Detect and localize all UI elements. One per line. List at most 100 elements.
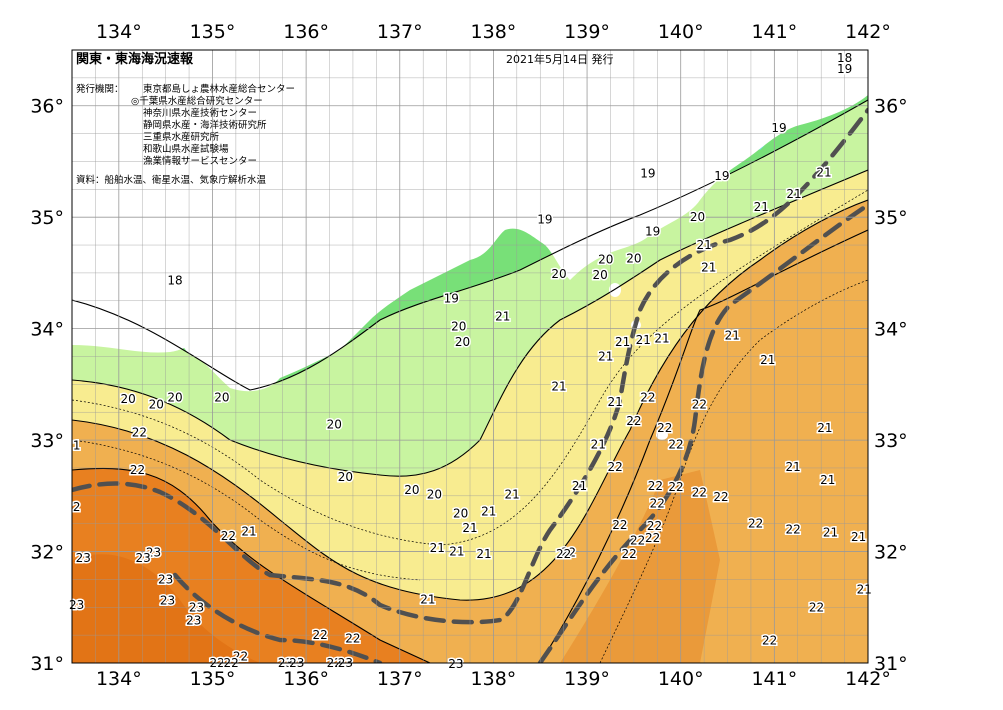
- isotherm-label-21: 21: [817, 421, 832, 435]
- kuroshio-axis: [72, 107, 868, 663]
- lon-label-top: 142°: [845, 21, 891, 43]
- isotherm-label-20: 20: [404, 483, 419, 497]
- issuer-1: 東京都島しょ農林水産総合センター: [143, 83, 295, 95]
- isotherm-label-21: 21: [816, 166, 831, 180]
- issue-date: 2021年5月14日 発行: [506, 52, 614, 66]
- isotherm-label-20: 20: [455, 335, 470, 349]
- isotherm-label-21: 21: [495, 309, 510, 323]
- lat-label-right: 34°: [874, 319, 908, 341]
- data-source: 資料：船舶水温、衛星水温、気象庁解析水温: [76, 174, 267, 186]
- kuroshio-main-path: [72, 107, 868, 625]
- isotherm-label-22: 22: [556, 547, 571, 561]
- isotherm-label-20: 20: [121, 392, 136, 406]
- isotherm-label-22: 22: [626, 414, 641, 428]
- isotherm-label-21: 21: [786, 187, 801, 201]
- issuer-6: 和歌山県水産試験場: [143, 143, 229, 155]
- isotherm-label-22: 22: [657, 421, 672, 435]
- lon-label-bottom: 142°: [845, 668, 891, 690]
- isotherm-label-21: 21: [476, 547, 491, 561]
- isotherm-label-22: 22: [233, 649, 248, 663]
- lon-label-top: 134°: [96, 21, 142, 43]
- isotherm-label-23: 23: [448, 657, 463, 671]
- lon-label-top: 135°: [190, 21, 236, 43]
- isotherm-label-22: 22: [668, 480, 683, 494]
- isotherm-label-2: 2: [73, 500, 81, 514]
- lat-label-right: 31°: [874, 653, 908, 675]
- isotherm-label-22: 22: [622, 547, 637, 561]
- sst-22-core: [560, 470, 720, 663]
- isotherm-label-21: 21: [608, 395, 623, 409]
- isotherm-label-19: 19: [640, 167, 655, 181]
- isotherm-label-22: 22: [608, 460, 623, 474]
- isotherm-label-21: 21: [615, 335, 630, 349]
- isotherm-label-22: 22: [221, 529, 236, 543]
- isotherm-label-21: 21: [820, 473, 835, 487]
- isotherm-label-19: 19: [771, 121, 786, 135]
- isotherm-label-20: 20: [451, 319, 466, 333]
- isotherm-label-21: 21: [449, 545, 464, 559]
- isotherm-label-21: 21: [430, 541, 445, 555]
- isotherm-label-22: 22: [640, 391, 655, 405]
- isotherm-label-23: 23: [69, 598, 84, 612]
- isotherm-19: [72, 99, 868, 391]
- isotherm-label-22: 22: [645, 531, 660, 545]
- isotherm-label-22: 22: [713, 490, 728, 504]
- isotherm-label-21: 21: [598, 350, 613, 364]
- lon-label-top: 141°: [751, 21, 797, 43]
- isotherm-label-22: 22: [650, 497, 665, 511]
- lon-label-top: 140°: [658, 21, 704, 43]
- isotherm-label-21: 21: [481, 504, 496, 518]
- isotherm-label-23: 23: [160, 594, 175, 608]
- isotherm-label-22: 22: [762, 634, 777, 648]
- isotherm-label-19: 19: [537, 212, 552, 226]
- isotherm-label-23: 23: [76, 551, 91, 565]
- lon-label-bottom: 138°: [471, 668, 517, 690]
- isotherm-label-21: 21: [760, 353, 775, 367]
- isotherm-label-21: 21: [851, 530, 866, 544]
- isotherm-label-20: 20: [149, 397, 164, 411]
- isotherm-label-19: 19: [645, 225, 660, 239]
- isotherm-label-20: 20: [453, 507, 468, 521]
- isotherm-label-18: 18: [167, 274, 182, 288]
- lon-label-bottom: 137°: [377, 668, 423, 690]
- isotherm-label-21: 21: [591, 438, 606, 452]
- lat-label-right: 36°: [874, 96, 908, 118]
- isotherm-label-22: 22: [130, 463, 145, 477]
- isotherm-label-22: 22: [692, 397, 707, 411]
- isotherm-label-22: 22: [630, 533, 645, 547]
- isotherm-label-20: 20: [338, 470, 353, 484]
- isotherm-label-22: 22: [748, 517, 763, 531]
- isotherm-label-21: 21: [823, 526, 838, 540]
- isotherm-label-20: 20: [427, 488, 442, 502]
- map-frame: [71, 49, 869, 664]
- isotherm-label-19: 19: [714, 169, 729, 183]
- land-awaji: [210, 258, 280, 325]
- issuer-3: 神奈川県水産技術センター: [143, 107, 257, 119]
- isotherm-label-20: 20: [593, 268, 608, 282]
- lon-label-bottom: 136°: [283, 668, 329, 690]
- isotherm-label-1: 1: [73, 439, 81, 453]
- lat-label-right: 32°: [874, 542, 908, 564]
- isotherm-label-21: 21: [696, 238, 711, 252]
- isotherm-label-21: 21: [754, 200, 769, 214]
- isotherm-label-22: 22: [647, 519, 662, 533]
- isotherm-label-23: 23: [189, 600, 204, 614]
- isotherm-label-23: 23: [158, 572, 173, 586]
- isotherm-label-22: 22: [612, 518, 627, 532]
- issuer-4: 静岡県水産・海洋技術研究所: [143, 119, 267, 131]
- isotherm-label-22: 22: [692, 485, 707, 499]
- lon-label-top: 137°: [377, 21, 423, 43]
- isotherm-label-20: 20: [167, 391, 182, 405]
- kuroshio-south-path: [172, 572, 383, 663]
- issuer-label: 発行機関：: [76, 83, 124, 95]
- isotherm-label-20: 20: [551, 267, 566, 281]
- lon-label-bottom: 141°: [751, 668, 797, 690]
- isotherm-label-22: 22: [313, 628, 328, 642]
- isotherm-label-21: 21: [505, 488, 520, 502]
- lat-lon-grid: [71, 49, 869, 664]
- isotherm-label-19: 19: [837, 62, 852, 76]
- lat-label-right: 33°: [874, 430, 908, 452]
- isotherm-label-23: 23: [136, 551, 151, 565]
